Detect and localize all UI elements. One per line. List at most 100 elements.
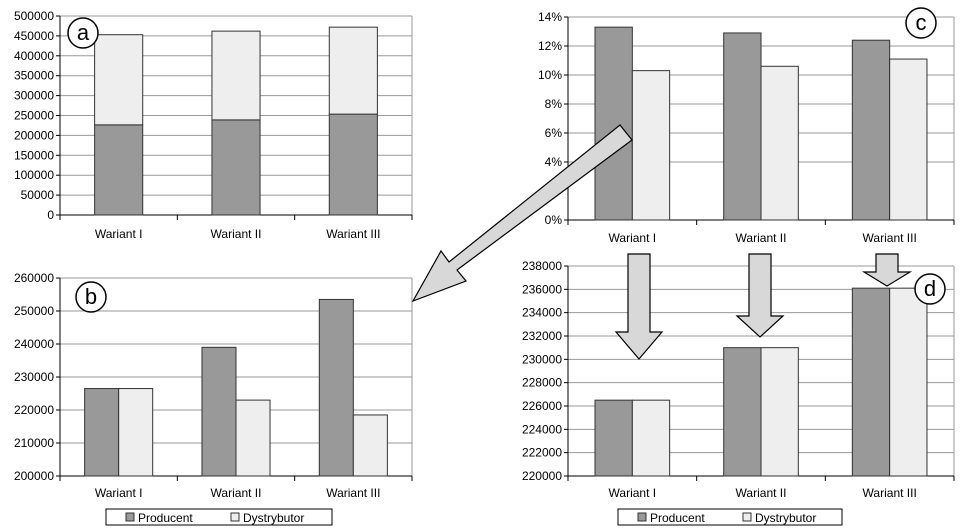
x-category-label: Wariant III bbox=[326, 227, 380, 241]
y-tick-label: 220000 bbox=[522, 469, 562, 483]
y-tick-label: 150000 bbox=[14, 148, 54, 162]
y-tick-label: 0% bbox=[545, 213, 563, 227]
legend-label: Producent bbox=[138, 511, 193, 525]
panel-badge-letter: c bbox=[916, 10, 927, 35]
panel-badge-letter: d bbox=[924, 276, 936, 301]
legend-swatch bbox=[230, 512, 240, 522]
panel-badge-circle bbox=[914, 273, 946, 305]
bar-producent bbox=[851, 287, 891, 477]
bar-dystrybutor bbox=[328, 26, 378, 115]
y-tick-label: 6% bbox=[545, 126, 563, 140]
y-tick-label: 12% bbox=[538, 39, 562, 53]
panel-c-chart: 0% 4% 6% 8% 10% 12% 14% Wariant I Wariant II Wari… bbox=[538, 10, 955, 245]
y-tick-label: 350000 bbox=[14, 69, 54, 83]
x-category-label: Wariant I bbox=[609, 486, 657, 500]
y-tick-label: 450000 bbox=[14, 29, 54, 43]
legend-label: Dystrybutor bbox=[755, 511, 816, 525]
bar-dystrybutor bbox=[352, 414, 388, 477]
bar-dystrybutor bbox=[94, 34, 144, 126]
legend-swatch bbox=[125, 512, 135, 522]
badges-layer: a b c d bbox=[67, 7, 946, 313]
legend-label: Producent bbox=[650, 511, 705, 525]
x-category-label: Wariant II bbox=[211, 486, 262, 500]
bar-dystrybutor bbox=[235, 399, 271, 477]
y-tick-label: 228000 bbox=[522, 376, 562, 390]
x-category-label: Wariant III bbox=[326, 486, 380, 500]
y-tick-label: 4% bbox=[545, 155, 563, 169]
bar-dystrybutor bbox=[760, 65, 799, 221]
y-tick-label: 250000 bbox=[14, 109, 54, 123]
y-tick-label: 10% bbox=[538, 68, 562, 82]
bar-dystrybutor bbox=[631, 399, 671, 477]
panel-a-chart: 0 50000 100000 150000 200000 250000 300000 3500… bbox=[14, 9, 413, 241]
bar-producent bbox=[594, 399, 633, 477]
bar-producent bbox=[723, 32, 762, 221]
bar-producent bbox=[318, 298, 354, 477]
panel-d-chart: 220000 222000 224000 226000 228000 230000 2320… bbox=[522, 259, 955, 500]
panel-badge-circle bbox=[75, 281, 107, 313]
x-category-label: Wariant I bbox=[95, 227, 143, 241]
x-category-label: Wariant I bbox=[609, 231, 657, 245]
legend-box bbox=[105, 508, 333, 526]
panel-b-chart: 200000 210000 220000 230000 240000 250000 2600… bbox=[14, 271, 413, 500]
y-tick-label: 50000 bbox=[21, 188, 55, 202]
bar-dystrybutor bbox=[760, 347, 799, 477]
y-tick-label: 14% bbox=[538, 10, 562, 24]
legend-box bbox=[617, 508, 843, 526]
y-tick-label: 0 bbox=[47, 208, 54, 222]
down-arrow-wariant-ii bbox=[735, 253, 785, 338]
y-tick-label: 224000 bbox=[522, 422, 562, 436]
bar-dystrybutor bbox=[631, 70, 671, 221]
y-tick-label: 250000 bbox=[14, 304, 54, 318]
y-tick-label: 236000 bbox=[522, 282, 562, 296]
bar-producent bbox=[201, 346, 237, 477]
y-tick-label: 100000 bbox=[14, 168, 54, 182]
y-tick-label: 222000 bbox=[522, 446, 562, 460]
bar-producent bbox=[594, 26, 633, 221]
bar-dystrybutor bbox=[211, 30, 261, 121]
y-tick-label: 230000 bbox=[14, 370, 54, 384]
y-tick-label: 238000 bbox=[522, 259, 562, 273]
panel-badge-circle bbox=[67, 17, 99, 49]
y-tick-label: 300000 bbox=[14, 89, 54, 103]
y-tick-label: 260000 bbox=[14, 271, 54, 285]
legends-layer: Producent Dystrybutor Producent Dystrybutor bbox=[105, 508, 843, 526]
y-tick-label: 226000 bbox=[522, 399, 562, 413]
x-category-label: Wariant III bbox=[863, 486, 917, 500]
y-tick-label: 400000 bbox=[14, 49, 54, 63]
bar-producent bbox=[211, 119, 261, 216]
arrows-layer bbox=[411, 124, 913, 360]
x-category-label: Wariant II bbox=[736, 486, 787, 500]
down-arrow-wariant-iii bbox=[861, 253, 913, 287]
diagonal-arrow bbox=[411, 124, 633, 303]
bar-dystrybutor bbox=[118, 388, 154, 477]
legend-swatch bbox=[742, 512, 752, 522]
bar-dystrybutor bbox=[889, 287, 928, 477]
bar-dystrybutor bbox=[889, 58, 928, 221]
bar-producent bbox=[851, 39, 891, 221]
legend-swatch bbox=[637, 512, 647, 522]
legend-label: Dystrybutor bbox=[243, 511, 304, 525]
y-tick-label: 200000 bbox=[14, 128, 54, 142]
down-arrow-wariant-i bbox=[614, 253, 664, 360]
panel-badge-letter: a bbox=[77, 20, 90, 45]
panel-badge-circle bbox=[905, 7, 937, 39]
x-category-label: Wariant III bbox=[863, 231, 917, 245]
panel-badge-letter: b bbox=[85, 284, 97, 309]
y-tick-label: 8% bbox=[545, 97, 563, 111]
y-tick-label: 232000 bbox=[522, 329, 562, 343]
bar-producent bbox=[94, 124, 144, 216]
y-tick-label: 234000 bbox=[522, 306, 562, 320]
y-tick-label: 220000 bbox=[14, 403, 54, 417]
x-category-label: Wariant II bbox=[211, 227, 262, 241]
y-tick-label: 240000 bbox=[14, 337, 54, 351]
bar-producent bbox=[328, 113, 378, 216]
x-category-label: Wariant I bbox=[95, 486, 143, 500]
bar-producent bbox=[84, 388, 120, 477]
y-tick-label: 210000 bbox=[14, 436, 54, 450]
y-tick-label: 200000 bbox=[14, 469, 54, 483]
y-tick-label: 500000 bbox=[14, 9, 54, 23]
x-category-label: Wariant II bbox=[736, 231, 787, 245]
y-tick-label: 230000 bbox=[522, 352, 562, 366]
